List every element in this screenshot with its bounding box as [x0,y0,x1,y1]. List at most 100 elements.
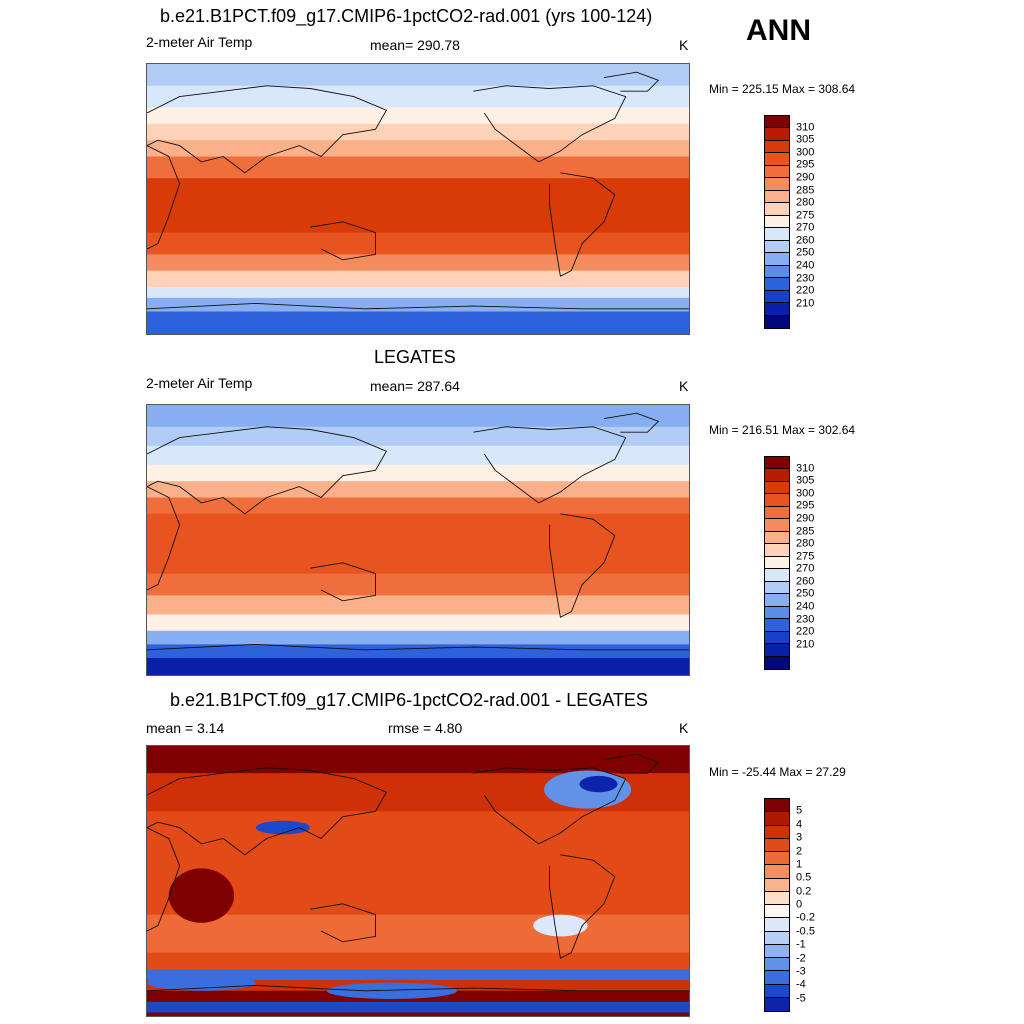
coastline [147,984,689,992]
colorbar-tick-label: 250 [796,587,815,600]
colorbar-tick-label: 240 [796,259,815,272]
coastline [473,85,627,163]
colorbar-swatch [765,594,789,607]
colorbar-tick-label: -2 [796,952,806,964]
map-color-band [147,405,689,428]
colorbar-tick-label: -5 [796,992,806,1005]
colorbar-tick-label: 275 [796,209,815,222]
colorbar-swatch [765,203,789,216]
colorbar-tick-label: 260 [796,234,815,247]
colorbar-swatch [765,128,789,141]
coastline [147,643,689,651]
colorbar-swatch [765,116,789,129]
colorbar-tick-label: 280 [796,196,815,209]
map-anomaly-blob [326,982,458,999]
colorbar-tick-label: 210 [796,297,815,310]
coastline [310,221,376,261]
map-color-band [147,287,689,299]
map-color-band [147,232,689,256]
panel2-colorbar-labels: 310 305 300 295 290 285 280 275 270 260 250 240 230 2… [796,456,856,670]
panel3-units-label: K [679,720,689,736]
colorbar-swatch [765,240,789,254]
map-color-band [147,85,689,109]
colorbar-swatch [765,825,789,839]
colorbar-swatch [765,905,789,919]
colorbar-tick-label: 270 [796,562,815,575]
colorbar-tick-label: -3 [796,965,806,978]
coastline [310,903,376,943]
season-label: ANN [746,14,811,47]
map-color-band [147,178,689,234]
colorbar-swatch [765,481,789,495]
panel2-variable-label: 2-meter Air Temp [146,375,253,391]
colorbar-swatch [765,644,789,657]
colorbar-swatch [765,865,789,879]
panel1-colorbar [764,115,790,329]
colorbar-swatch [765,190,789,204]
panel1-minmax: Min = 225.15 Max = 308.64 [709,82,856,96]
map-color-band [147,123,689,142]
panel1-units-label: K [679,37,689,53]
colorbar-tick-label: 230 [796,613,815,626]
map-color-band [147,513,689,575]
colorbar-tick-label: 4 [796,818,803,831]
colorbar-swatch [765,556,789,570]
map-color-band [147,969,689,981]
coastline [603,753,660,774]
colorbar-swatch [765,631,789,645]
panel3-rmse-label: rmse = 4.80 [388,720,463,736]
colorbar-tick-label: 310 [796,462,815,475]
colorbar-tick-label: 240 [796,600,815,613]
colorbar-swatch [765,581,789,595]
map-color-band [147,464,689,483]
coastline [310,562,376,602]
colorbar-swatch [765,228,789,241]
colorbar-tick-label: -0.2 [796,911,815,924]
colorbar-swatch [765,619,789,632]
panel2-minmax: Min = 216.51 Max = 302.64 [709,423,856,437]
map-color-band [147,107,689,125]
colorbar-tick-label: 295 [796,158,815,171]
colorbar-swatch [765,958,789,972]
map-color-band [147,595,689,616]
colorbar-swatch [765,469,789,482]
coastline [147,145,181,250]
colorbar-swatch [765,852,789,866]
colorbar-swatch [765,838,789,852]
colorbar-swatch [765,303,789,316]
map-anomaly-blob [579,775,618,793]
colorbar-swatch [765,971,789,985]
colorbar-tick-label: -0.5 [796,925,815,938]
colorbar-swatch [765,315,789,328]
colorbar-swatch [765,215,789,229]
panel2-map [146,404,690,676]
map-color-band [147,140,689,158]
colorbar-tick-label: 305 [796,133,815,146]
colorbar-tick-label: 230 [796,272,815,285]
panel1-map [146,63,690,335]
colorbar-tick-label: 5 [796,804,803,817]
map-color-band [147,445,689,466]
panel1-variable-label: 2-meter Air Temp [146,34,253,50]
map-color-band [147,630,689,646]
coastline [549,854,616,959]
colorbar-tick-label: 285 [796,184,815,197]
colorbar-tick-label: 0.5 [796,871,812,884]
colorbar-tick-label: 310 [796,121,815,134]
coastline [147,827,181,932]
map-anomaly-blob [255,820,311,835]
map-color-band [147,254,689,272]
colorbar-swatch [765,799,789,813]
colorbar-swatch [765,531,789,545]
map-anomaly-blob [168,868,235,923]
colorbar-swatch [765,891,789,905]
map-color-band [147,746,689,775]
colorbar-swatch [765,253,789,266]
colorbar-swatch [765,140,789,154]
colorbar-tick-label: 220 [796,284,815,297]
colorbar-tick-label: 260 [796,575,815,588]
colorbar-tick-label: 300 [796,487,815,500]
colorbar-swatch [765,178,789,191]
map-color-band [147,952,689,971]
colorbar-swatch [765,918,789,932]
